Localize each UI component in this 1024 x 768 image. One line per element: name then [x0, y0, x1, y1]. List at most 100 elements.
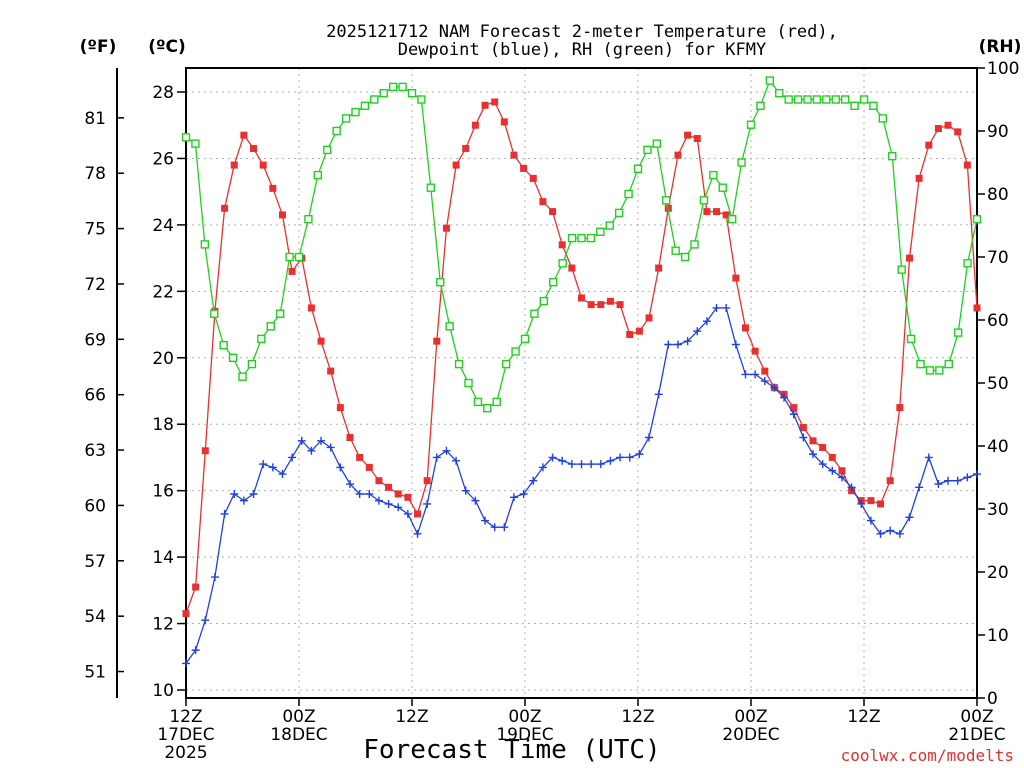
data-point [693, 327, 702, 336]
celsius-tick-label: 20 [152, 349, 174, 369]
data-point [268, 463, 277, 472]
data-point [384, 499, 393, 508]
data-point [473, 397, 483, 407]
data-point [693, 135, 701, 143]
data-point [878, 114, 888, 123]
data-point [200, 240, 210, 249]
data-point [332, 126, 341, 136]
time-tick-label: 00Z [282, 707, 315, 727]
data-point [249, 489, 258, 498]
data-point [680, 252, 690, 262]
data-point [963, 161, 971, 169]
data-point [925, 141, 933, 149]
time-tick-label: 2025 [164, 743, 207, 763]
data-point [379, 88, 388, 98]
data-point [963, 473, 972, 482]
unit-celsius-label: (ºC) [148, 37, 186, 57]
data-point [275, 309, 285, 318]
data-point [732, 274, 740, 282]
data-point [809, 450, 818, 459]
data-point [403, 509, 412, 518]
data-point [712, 303, 721, 312]
data-point [250, 144, 258, 152]
time-tick-label: 12Z [621, 707, 654, 727]
data-point [916, 359, 925, 369]
time-tick-label: 20DEC [722, 725, 779, 745]
data-point [828, 453, 836, 461]
data-point [803, 95, 812, 104]
celsius-tick-label: 24 [152, 216, 174, 236]
celsius-tick-label: 18 [152, 415, 174, 435]
data-point [385, 483, 393, 491]
data-point [809, 437, 817, 445]
data-point [228, 353, 238, 362]
rh-tick-label: 70 [987, 248, 1009, 268]
data-point [828, 466, 837, 475]
unit-rh-label: (RH) [979, 37, 1022, 57]
data-point [578, 294, 585, 302]
data-point [876, 529, 885, 538]
unit-fahrenheit-label: (ºF) [80, 37, 117, 57]
data-point [867, 497, 875, 505]
plot-border [185, 67, 978, 699]
data-point [491, 98, 499, 106]
data-point [461, 486, 470, 495]
data-point [586, 233, 596, 243]
data-point [973, 304, 981, 312]
data-point [624, 189, 633, 199]
data-point [577, 460, 586, 469]
data-point [567, 460, 576, 469]
data-point [859, 95, 869, 104]
fahrenheit-tick-label: 69 [84, 330, 106, 350]
data-point [442, 224, 450, 232]
data-point [888, 151, 897, 161]
data-point [191, 139, 200, 148]
data-point [240, 131, 248, 139]
data-point [606, 297, 614, 305]
data-point [454, 359, 464, 369]
data-point [394, 490, 402, 498]
data-point [905, 254, 913, 262]
data-point [201, 616, 210, 625]
data-point [731, 340, 740, 349]
data-point [558, 259, 567, 268]
rh-tick-label: 20 [987, 563, 1009, 583]
data-point [558, 241, 566, 249]
data-point [596, 460, 605, 469]
data-point [789, 410, 798, 419]
data-point [266, 322, 275, 331]
data-point [374, 496, 383, 505]
data-point [567, 233, 577, 243]
data-point [426, 183, 436, 192]
data-point [326, 443, 335, 452]
data-point [905, 513, 914, 522]
data-point [616, 301, 624, 309]
data-point [288, 453, 297, 462]
data-point [345, 480, 354, 489]
data-point [346, 434, 354, 442]
data-point [718, 183, 727, 192]
data-point [210, 309, 219, 318]
data-point [568, 264, 576, 272]
fahrenheit-tick-label: 57 [84, 552, 106, 572]
data-point [433, 337, 441, 345]
data-point [483, 404, 492, 413]
data-point [690, 240, 699, 249]
data-point [837, 473, 846, 482]
data-point [935, 366, 944, 375]
data-point [529, 476, 538, 485]
data-point [182, 610, 190, 618]
time-tick-label: 00Z [960, 707, 993, 727]
data-point [423, 499, 432, 508]
celsius-tick-label: 12 [152, 615, 174, 635]
data-point [388, 82, 398, 92]
data-point [490, 523, 499, 532]
data-point [780, 393, 789, 402]
data-point [481, 516, 490, 525]
rh-tick-label: 60 [987, 311, 1009, 331]
celsius-tick-label: 28 [152, 83, 174, 103]
data-point [877, 500, 885, 508]
data-point [520, 334, 530, 344]
fahrenheit-tick-label: 81 [84, 109, 106, 129]
